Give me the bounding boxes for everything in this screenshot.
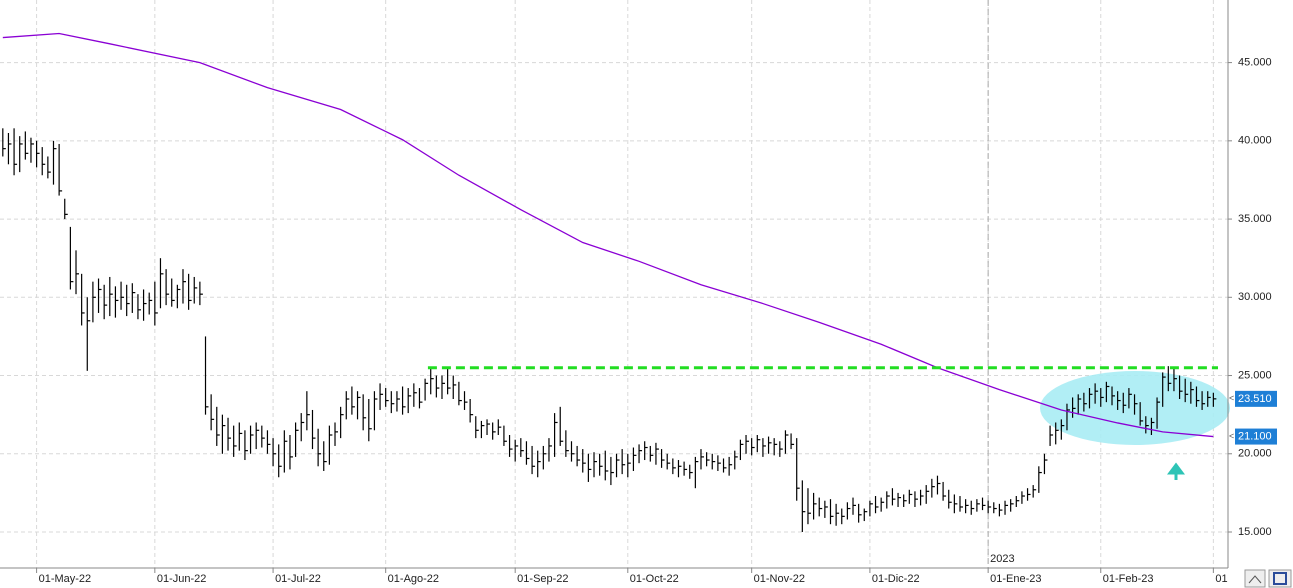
y-tick-label: 15.000 [1238,526,1272,538]
x-tick-label: 01-Jun-22 [157,573,207,585]
price-label-box [1235,390,1277,407]
y-tick-label: 20.000 [1238,448,1272,460]
x-tick-label: 01-Feb-23 [1103,573,1154,585]
x-tick-label: 01 [1215,573,1227,585]
save-icon [1273,572,1287,585]
year-label: 2023 [990,553,1014,565]
y-tick-label: 35.000 [1238,213,1272,225]
x-tick-label: 01-May-22 [39,573,92,585]
zoom-button[interactable] [1244,569,1266,588]
y-tick-label: 45.000 [1238,56,1272,68]
x-tick-label: 01-Dic-22 [872,573,920,585]
zoom-icon [1248,575,1262,584]
x-tick-label: 01-Ene-23 [990,573,1041,585]
x-tick-label: 01-Nov-22 [754,573,805,585]
x-tick-label: 01-Jul-22 [275,573,321,585]
x-tick-label: 01-Oct-22 [630,573,679,585]
price-label-box [1235,428,1277,445]
price-label: 21.100 [1238,430,1272,442]
price-label-pointer: < [1229,393,1234,403]
y-tick-label: 40.000 [1238,135,1272,147]
y-tick-label: 25.000 [1238,369,1272,381]
moving-average [2,32,1214,438]
x-tick-label: 01-Sep-22 [517,573,568,585]
x-tick-label: 01-Ago-22 [388,573,439,585]
price-label: 23.510 [1238,393,1272,405]
y-tick-label: 30.000 [1238,291,1272,303]
price-label-pointer: < [1229,431,1234,441]
arrow [1167,462,1185,480]
